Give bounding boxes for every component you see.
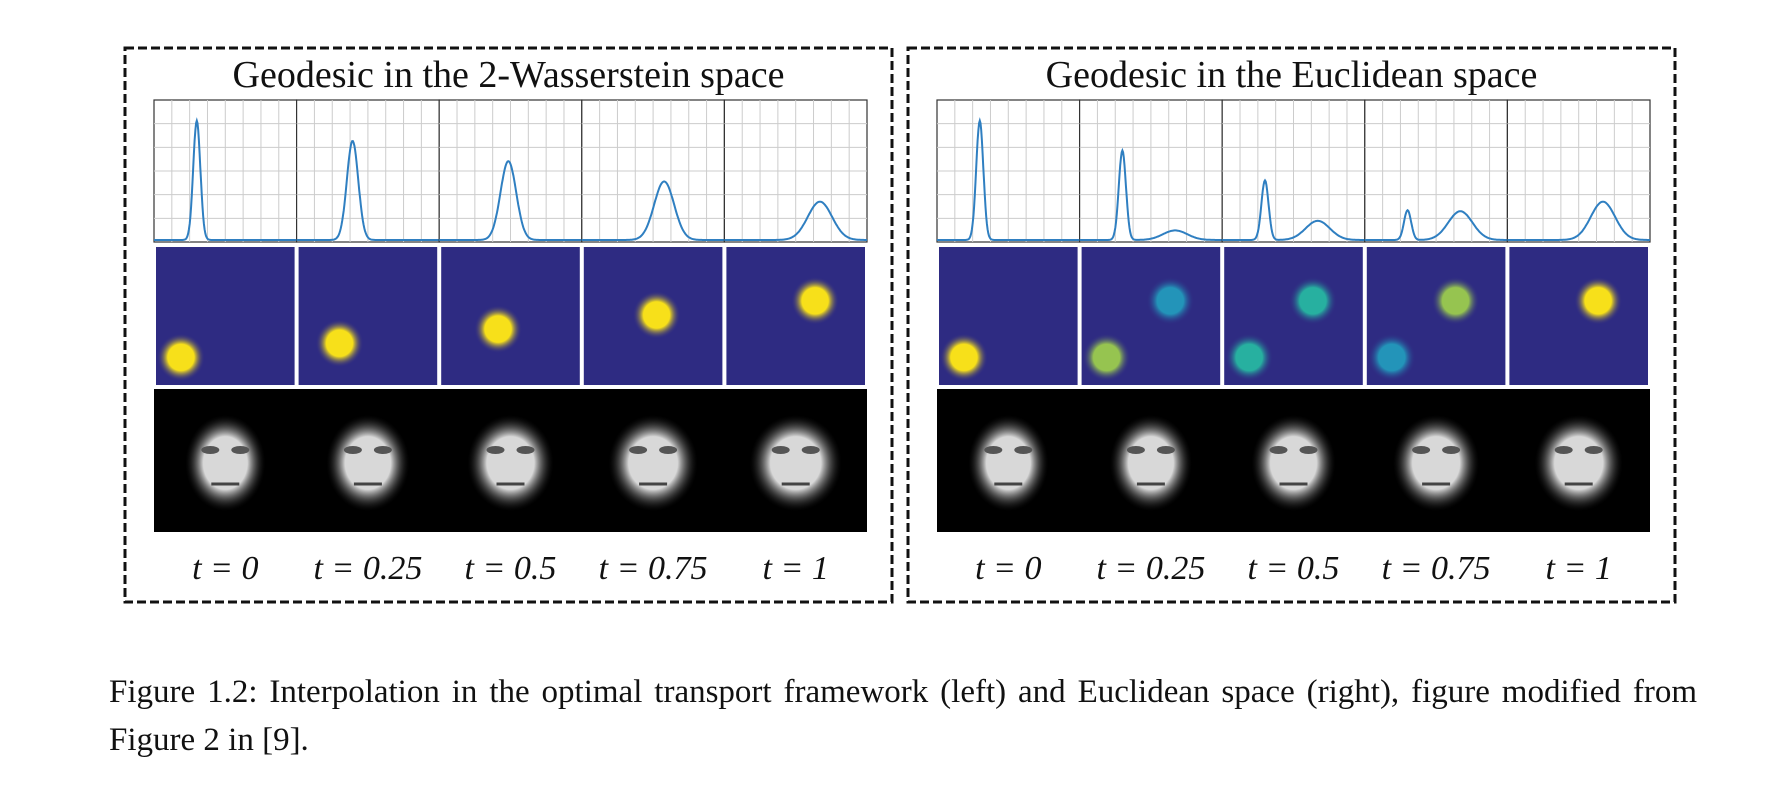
face-eye (1126, 446, 1145, 454)
density-curve (296, 140, 440, 241)
face (1393, 415, 1480, 511)
t-label: t = 0.75 (1382, 550, 1491, 587)
t-label: t = 0.25 (1096, 550, 1205, 587)
face (185, 415, 266, 511)
t-label: t = 1 (763, 550, 829, 587)
density-curve (1364, 208, 1508, 241)
face (326, 415, 410, 511)
face (1534, 415, 1623, 511)
density-curve (1507, 200, 1650, 241)
face (749, 415, 842, 511)
face-eye (231, 446, 250, 454)
face-eye (1584, 446, 1603, 454)
blob (1288, 276, 1337, 325)
face-eye (1442, 446, 1461, 454)
t-label: t = 0.5 (1248, 550, 1340, 587)
t-label: t = 0 (975, 550, 1041, 587)
face-eye (1269, 446, 1288, 454)
panel-border (906, 46, 1677, 604)
blob (1082, 333, 1131, 382)
face-eye (516, 446, 535, 454)
t-label: t = 0 (192, 550, 258, 587)
face-eye (201, 446, 220, 454)
blob (315, 319, 364, 368)
face (1251, 415, 1336, 511)
face-eye (486, 446, 505, 454)
t-label: t = 0.5 (465, 550, 557, 587)
face-eye (1014, 446, 1033, 454)
face-eye (1156, 446, 1175, 454)
blob-cell (1509, 247, 1648, 385)
face-eye (771, 446, 790, 454)
blob-cell (298, 247, 438, 385)
face-eye (373, 446, 392, 454)
blob (474, 305, 523, 354)
t-label: t = 0.25 (313, 550, 422, 587)
face-eye (629, 446, 648, 454)
density-curve (1079, 147, 1223, 241)
density-curve (724, 200, 867, 241)
blob (791, 276, 840, 325)
face-eye (1554, 446, 1573, 454)
blob-cell (726, 247, 865, 385)
face (467, 415, 554, 511)
blob (1225, 333, 1274, 382)
density-curve (937, 117, 1080, 241)
figure: Geodesic in the 2-Wasserstein space t = 0… (123, 46, 1677, 604)
density-curve (1222, 178, 1365, 241)
blob (156, 333, 205, 382)
face (608, 415, 698, 511)
t-label: t = 1 (1546, 550, 1612, 587)
panel-border (123, 46, 894, 604)
face-eye (1412, 446, 1431, 454)
blob (1146, 276, 1195, 325)
face-eye (984, 446, 1003, 454)
face (968, 415, 1049, 511)
panel-title: Geodesic in the Euclidean space (1046, 54, 1538, 96)
face-eye (801, 446, 820, 454)
face-eye (659, 446, 678, 454)
figure-caption: Figure 1.2: Interpolation in the optimal… (109, 674, 1697, 758)
density-curve (581, 180, 725, 241)
blob (1367, 333, 1416, 382)
density-curve (439, 160, 582, 241)
blob (1431, 276, 1480, 325)
face-eye (1299, 446, 1318, 454)
blob (1574, 276, 1623, 325)
panel-title: Geodesic in the 2-Wasserstein space (233, 54, 785, 96)
density-curve (154, 117, 297, 241)
blob (939, 333, 988, 382)
blob (632, 290, 681, 339)
t-label: t = 0.75 (599, 550, 708, 587)
face (1109, 415, 1192, 511)
face-eye (343, 446, 362, 454)
